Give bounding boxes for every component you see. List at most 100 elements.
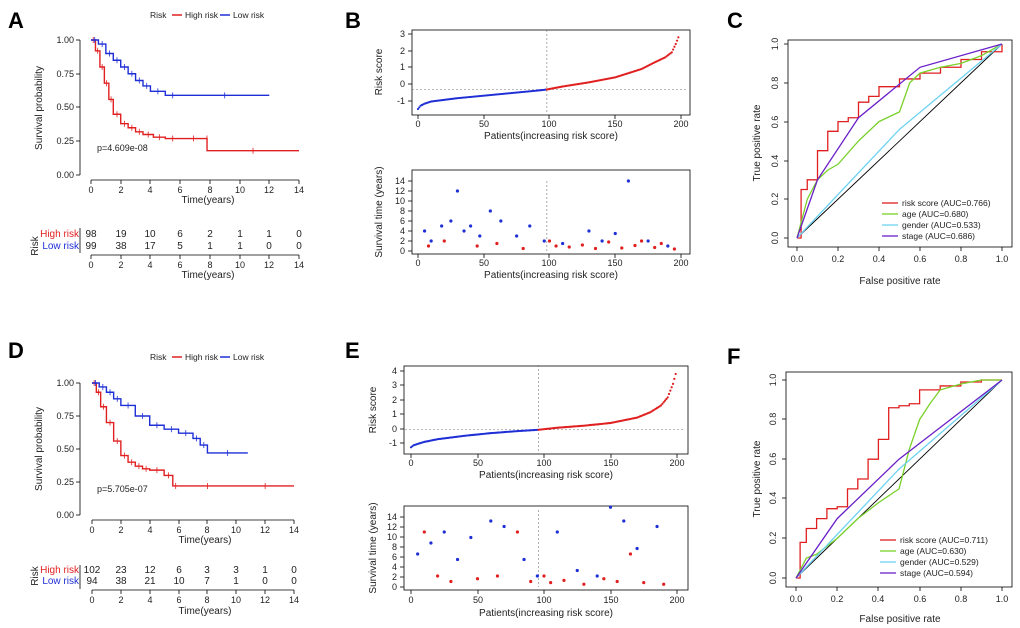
y-ticks: -1 0 1 2 3 xyxy=(397,29,412,106)
km-legend: Risk High risk Low risk xyxy=(150,352,265,362)
x-tick-label: 14 xyxy=(289,525,299,535)
x-tick-label: 4 xyxy=(147,185,152,195)
x-axis-title: Patients(increasing risk score) xyxy=(479,608,613,619)
y-tick-label: 6 xyxy=(392,552,397,562)
x-tick-label: 6 xyxy=(176,525,181,535)
dead-point xyxy=(449,579,453,584)
alive-point xyxy=(626,179,631,183)
x-axis-title: Time(years) xyxy=(182,195,235,206)
y-tick-label: 0.2 xyxy=(770,193,780,206)
x-tick-label: 200 xyxy=(669,458,684,468)
y-tick-label: 0.25 xyxy=(56,136,74,146)
x-tick-label: 0.2 xyxy=(832,254,845,264)
alive-point xyxy=(595,574,599,578)
dead-point xyxy=(628,552,633,556)
risk-count-low: 7 xyxy=(204,576,210,587)
x-tick-label: 4 xyxy=(147,525,152,535)
dead-point xyxy=(515,530,520,534)
risk-count-low: 0 xyxy=(291,576,297,587)
alive-point xyxy=(561,241,565,246)
risk-count-low: 21 xyxy=(144,576,156,587)
y-tick-label: 8 xyxy=(392,542,397,552)
risk-count-high: 1 xyxy=(266,229,272,240)
dead-point xyxy=(436,574,440,578)
alive-point xyxy=(462,229,466,233)
alive-point xyxy=(478,234,482,238)
legend-label: age (AUC=0.630) xyxy=(900,546,967,556)
risk-row-low-label: Low risk xyxy=(42,241,80,252)
alive-point xyxy=(489,519,493,523)
risk-point xyxy=(662,401,665,404)
risk-count-high: 0 xyxy=(291,565,297,576)
y-tick-label: 1.00 xyxy=(56,35,74,45)
dead-point xyxy=(659,241,663,246)
dead-point xyxy=(639,239,644,243)
y-tick-label: 0.25 xyxy=(56,477,74,487)
y-ticks: -1 0 1 2 3 4 xyxy=(389,366,404,448)
y-tick-label: 2 xyxy=(400,46,405,56)
risk-count-high: 2 xyxy=(207,229,213,240)
x-tick-label: 0.8 xyxy=(955,254,968,264)
risk-point xyxy=(669,389,672,392)
y-tick-label: 10 xyxy=(387,532,397,542)
risk-table-title: Risk xyxy=(30,235,41,255)
x-tick-label: 100 xyxy=(541,258,556,268)
alive-point xyxy=(555,530,559,534)
risk-point xyxy=(674,372,677,376)
alive-point xyxy=(528,224,532,228)
risk-point xyxy=(673,45,676,48)
alive-point xyxy=(608,505,613,509)
plot-frame xyxy=(403,505,689,591)
x-tick-label: 8 xyxy=(207,260,212,270)
roc-curve xyxy=(796,43,1003,239)
panel-C: True positive rate False positive rate 0… xyxy=(752,38,1013,287)
x-tick-label: 0.6 xyxy=(914,594,927,604)
risk-point xyxy=(674,42,677,46)
y-axis-title: Survival probability xyxy=(34,407,45,491)
y-tick-label: 1.0 xyxy=(768,374,778,387)
legend-high-label: High risk xyxy=(185,10,219,20)
risk-point xyxy=(670,51,673,54)
y-tick-label: 0.75 xyxy=(56,69,74,79)
alive-point xyxy=(575,568,579,573)
y-axis-title: Survival time (years) xyxy=(374,166,385,257)
roc-plot xyxy=(796,43,1003,239)
km-curve-low-risk xyxy=(91,39,270,97)
risk-count-high: 6 xyxy=(177,229,183,240)
dead-point xyxy=(653,245,657,250)
risk-count-high: 23 xyxy=(115,565,127,576)
x-tick-label: 6 xyxy=(176,595,181,605)
alive-point xyxy=(488,209,492,213)
y-axis-title: True positive rate xyxy=(752,104,763,181)
y-tick-label: 0 xyxy=(400,246,405,256)
risk-count-low: 0 xyxy=(296,241,302,252)
risk-point xyxy=(673,377,676,380)
panel-D: Risk High risk Low risk Survival probabi… xyxy=(30,352,299,617)
alive-point xyxy=(455,557,460,562)
risk-count-low: 5 xyxy=(177,241,183,252)
alive-point xyxy=(666,244,670,248)
plot-frame xyxy=(787,39,1013,248)
y-tick-label: 0.6 xyxy=(770,116,780,129)
risk-point xyxy=(670,386,673,389)
alive-point xyxy=(587,229,591,233)
x-tick-label: 12 xyxy=(260,595,270,605)
alive-point xyxy=(469,535,473,540)
risk-table-title: Risk xyxy=(30,565,41,585)
x-tick-label: 0.2 xyxy=(831,594,844,604)
legend-label: age (AUC=0.680) xyxy=(902,209,969,219)
x-tick-label: 50 xyxy=(479,258,489,268)
dead-point xyxy=(529,579,533,584)
legend-label: stage (AUC=0.686) xyxy=(902,231,975,241)
roc-curve xyxy=(795,379,1003,579)
x-tick-label: 0 xyxy=(415,258,420,268)
panel-A: Risk High risk Low risk Survival probabi… xyxy=(30,10,304,281)
risk-counts: 102 23 12 6 3 3 1 094 38 21 10 7 1 0 0 xyxy=(84,565,298,587)
legend-title: Risk xyxy=(150,10,167,20)
y-tick-label: 3 xyxy=(392,380,397,390)
x-ticks: 0 50 100 150 200 xyxy=(408,590,685,605)
y-tick-label: 12 xyxy=(395,186,405,196)
y-ticks: 0.0 0.2 0.4 0.6 0.8 1.0 xyxy=(768,374,786,584)
dead-point xyxy=(495,241,499,246)
legend-label: risk score (AUC=0.711) xyxy=(900,535,988,545)
